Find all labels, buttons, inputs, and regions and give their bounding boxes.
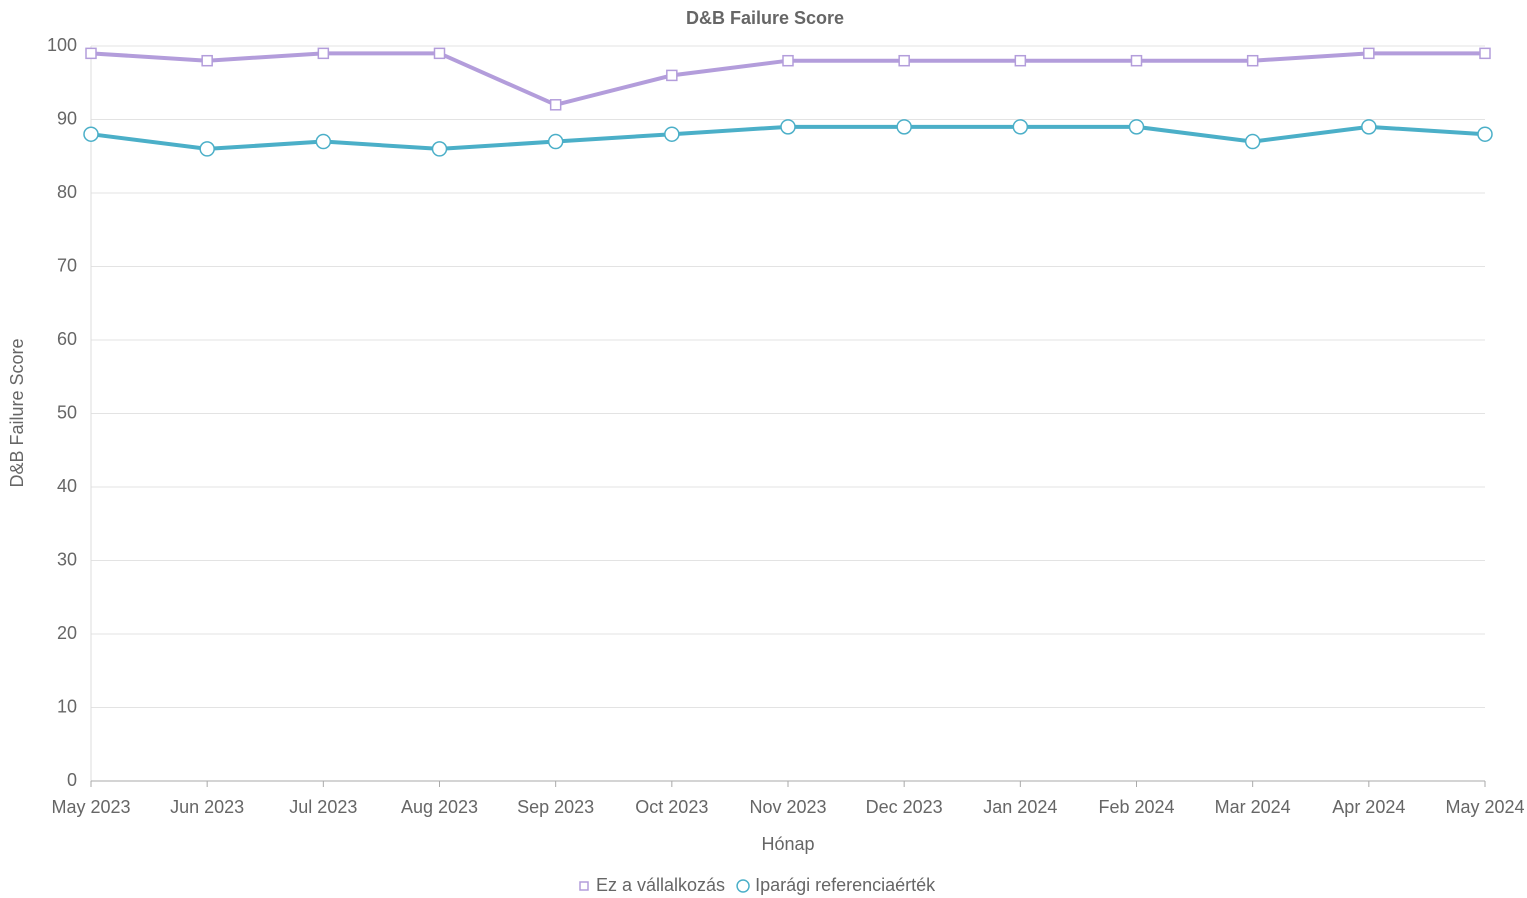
- y-tick-label: 30: [57, 549, 77, 569]
- y-tick-label: 60: [57, 329, 77, 349]
- data-point: [1363, 47, 1375, 60]
- data-point: [898, 54, 910, 67]
- data-point: [549, 99, 562, 111]
- x-tick-label: Oct 2023: [635, 797, 708, 817]
- x-tick-label: Jan 2024: [983, 797, 1057, 817]
- data-point: [780, 119, 796, 135]
- legend-label: Ez a vállalkozás: [596, 875, 725, 895]
- data-point: [1479, 47, 1491, 60]
- data-point: [1012, 119, 1029, 135]
- data-point: [664, 126, 680, 142]
- y-tick-label: 100: [47, 35, 77, 55]
- y-tick-label: 70: [57, 255, 77, 275]
- x-tick-label: May 2024: [1445, 797, 1524, 817]
- data-point: [666, 69, 678, 82]
- data-point: [431, 141, 448, 157]
- y-tick-label: 10: [57, 696, 77, 716]
- x-tick-label: Mar 2024: [1215, 797, 1291, 817]
- data-point: [1477, 126, 1493, 142]
- data-point: [315, 133, 332, 150]
- y-tick-label: 50: [57, 402, 77, 422]
- y-tick-label: 20: [57, 623, 77, 643]
- legend-label: Iparági referenciaérték: [755, 875, 936, 895]
- data-point: [1128, 119, 1145, 135]
- data-point: [1014, 54, 1027, 67]
- data-point: [83, 126, 99, 142]
- x-tick-label: Jul 2023: [289, 797, 357, 817]
- x-tick-label: Dec 2023: [866, 797, 943, 817]
- legend-marker: [579, 881, 589, 891]
- data-point: [317, 47, 330, 60]
- data-point: [433, 47, 446, 60]
- x-tick-label: Jun 2023: [170, 797, 244, 817]
- data-point: [1244, 133, 1261, 150]
- data-point: [201, 54, 213, 67]
- data-point: [1246, 54, 1259, 67]
- x-tick-label: Feb 2024: [1098, 797, 1174, 817]
- y-tick-label: 40: [57, 476, 77, 496]
- data-point: [782, 54, 794, 67]
- data-point: [85, 47, 97, 60]
- chart-title: D&B Failure Score: [686, 8, 844, 28]
- data-point: [1361, 119, 1377, 135]
- y-tick-label: 0: [67, 770, 77, 790]
- x-tick-label: Apr 2024: [1332, 797, 1405, 817]
- x-tick-label: Sep 2023: [517, 797, 594, 817]
- legend-marker: [736, 879, 750, 893]
- x-tick-label: Aug 2023: [401, 797, 478, 817]
- y-tick-label: 80: [57, 182, 77, 202]
- x-axis-label: Hónap: [761, 834, 814, 854]
- data-point: [547, 133, 564, 150]
- x-tick-label: May 2023: [51, 797, 130, 817]
- y-axis-label: D&B Failure Score: [7, 338, 27, 487]
- data-point: [199, 141, 215, 157]
- y-tick-label: 90: [57, 108, 77, 128]
- data-point: [1130, 54, 1143, 67]
- x-tick-label: Nov 2023: [749, 797, 826, 817]
- data-point: [896, 119, 912, 135]
